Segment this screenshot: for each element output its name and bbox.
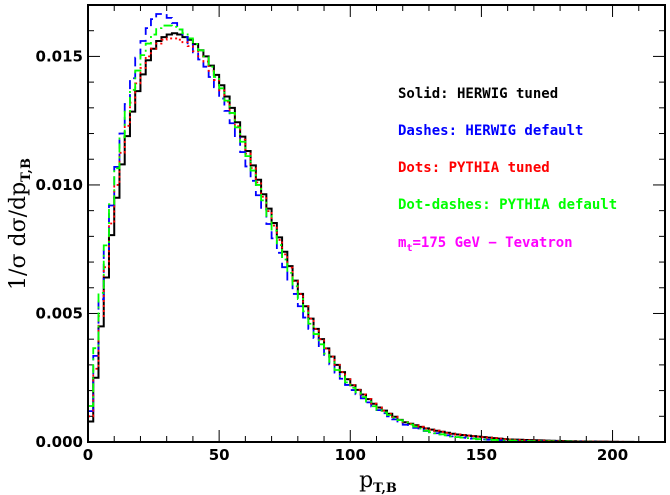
x-tick-label: 200 [597, 446, 628, 464]
x-tick-label: 100 [335, 446, 366, 464]
legend-entry-2: Dashes: HERWIG default [398, 123, 583, 139]
x-axis-title-main: p [359, 468, 373, 493]
y-axis-title: 1/σ dσ/dpT,B [6, 158, 34, 290]
x-axis-title: pT,B [359, 468, 397, 495]
legend-entry-1: Solid: HERWIG tuned [398, 86, 558, 102]
legend-entry-4: Dot-dashes: PYTHIA default [398, 197, 617, 213]
y-axis-title-main: 1/σ dσ/dp [6, 182, 31, 290]
y-tick-label: 0.005 [36, 304, 83, 322]
y-tick-label: 0.015 [36, 47, 83, 65]
annotation-top-mass: mt=175 GeV − Tevatron [398, 235, 573, 254]
y-tick-label: 0.000 [36, 433, 83, 451]
series-line-4 [88, 24, 665, 443]
annotation-main: m [398, 235, 406, 251]
series-line-1 [88, 32, 665, 443]
axis-ticks [87, 4, 666, 443]
series-layer [88, 13, 665, 443]
tick-labels: 0 50 100 150 200 0.000 0.005 0.010 0.015 [36, 47, 629, 464]
annotation-sub: t [406, 243, 412, 254]
series-line-2 [88, 13, 665, 443]
y-tick-label: 0.010 [36, 176, 83, 194]
x-tick-label: 150 [466, 446, 497, 464]
x-axis-title-sub: T,B [373, 481, 397, 495]
x-tick-label: 50 [209, 446, 230, 464]
plot-frame [87, 4, 666, 443]
x-tick-label: 0 [83, 446, 93, 464]
legend: Solid: HERWIG tuned Dashes: HERWIG defaul… [398, 86, 617, 213]
series-line-3 [88, 37, 665, 443]
legend-entry-3: Dots: PYTHIA tuned [398, 160, 550, 176]
annotation-rest: =175 GeV − Tevatron [412, 235, 572, 251]
y-axis-title-sub: T,B [19, 158, 34, 182]
